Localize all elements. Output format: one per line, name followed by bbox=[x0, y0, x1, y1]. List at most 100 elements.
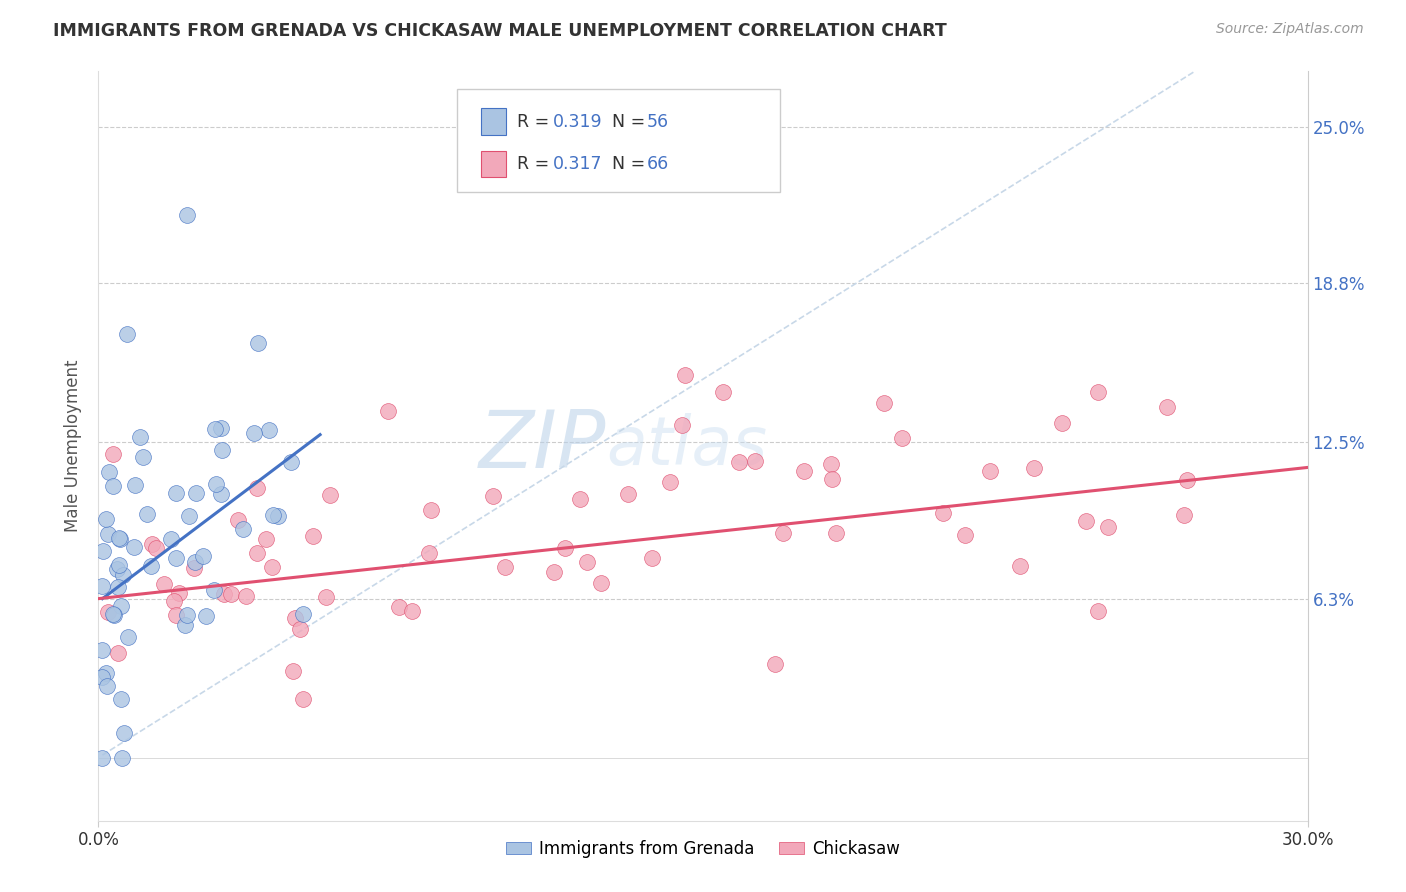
Point bbox=[824, 526, 846, 541]
Point bbox=[569, 491, 592, 506]
Text: N =: N = bbox=[612, 155, 651, 173]
Point bbox=[105, 562, 128, 576]
Point bbox=[388, 599, 411, 614]
Point bbox=[194, 609, 217, 624]
Point bbox=[214, 587, 236, 601]
Point bbox=[245, 481, 267, 495]
Point bbox=[122, 540, 145, 554]
Point bbox=[112, 725, 135, 739]
Point bbox=[267, 508, 290, 523]
Point bbox=[820, 457, 842, 471]
Point bbox=[132, 450, 155, 464]
Point bbox=[235, 589, 257, 603]
Point bbox=[202, 583, 225, 598]
Point bbox=[117, 630, 139, 644]
Point bbox=[711, 385, 734, 400]
Point bbox=[494, 559, 516, 574]
Point bbox=[103, 607, 125, 621]
Point bbox=[589, 575, 612, 590]
Point bbox=[254, 532, 277, 546]
Point bbox=[1074, 514, 1097, 528]
Point bbox=[91, 544, 114, 558]
Point bbox=[136, 507, 159, 521]
Point bbox=[1052, 417, 1074, 431]
Point bbox=[107, 646, 129, 660]
Point bbox=[98, 466, 121, 480]
Point bbox=[91, 579, 114, 593]
Point bbox=[616, 487, 638, 501]
Point bbox=[257, 424, 280, 438]
Point bbox=[103, 607, 125, 622]
Point bbox=[793, 464, 815, 478]
Point bbox=[94, 512, 117, 526]
Text: IMMIGRANTS FROM GRENADA VS CHICKASAW MALE UNEMPLOYMENT CORRELATION CHART: IMMIGRANTS FROM GRENADA VS CHICKASAW MAL… bbox=[53, 22, 948, 40]
Point bbox=[727, 455, 749, 469]
Legend: Immigrants from Grenada, Chickasaw: Immigrants from Grenada, Chickasaw bbox=[499, 833, 907, 864]
Point bbox=[283, 664, 305, 678]
Point bbox=[165, 551, 187, 566]
Point bbox=[262, 559, 284, 574]
Point bbox=[953, 528, 976, 542]
Point bbox=[377, 404, 399, 418]
Point bbox=[111, 750, 134, 764]
Point bbox=[763, 657, 786, 672]
Point bbox=[97, 605, 120, 619]
Point bbox=[128, 430, 150, 444]
Point bbox=[1173, 508, 1195, 522]
Text: 0.319: 0.319 bbox=[553, 112, 602, 131]
Point bbox=[176, 608, 198, 623]
Point bbox=[108, 533, 131, 547]
Point bbox=[101, 479, 124, 493]
Point bbox=[96, 665, 118, 680]
Point bbox=[1097, 519, 1119, 533]
Point bbox=[165, 607, 187, 622]
Point bbox=[292, 691, 315, 706]
Point bbox=[112, 567, 135, 582]
Point bbox=[139, 559, 162, 574]
Point bbox=[744, 454, 766, 468]
Point bbox=[280, 455, 302, 469]
Point bbox=[96, 679, 118, 693]
Point bbox=[141, 536, 163, 550]
Point bbox=[288, 622, 311, 636]
Point bbox=[246, 546, 269, 560]
Point bbox=[226, 513, 249, 527]
Point bbox=[97, 527, 120, 541]
Point bbox=[671, 417, 693, 432]
Point bbox=[482, 489, 505, 503]
Point bbox=[107, 558, 129, 573]
Point bbox=[932, 506, 955, 520]
Point bbox=[554, 541, 576, 556]
Text: N =: N = bbox=[612, 112, 651, 131]
Point bbox=[165, 485, 187, 500]
Point bbox=[262, 508, 284, 522]
Point bbox=[184, 555, 207, 569]
Point bbox=[209, 421, 232, 435]
Point bbox=[204, 422, 226, 436]
Point bbox=[641, 550, 664, 565]
Point bbox=[673, 368, 696, 382]
Point bbox=[176, 208, 198, 222]
Text: 56: 56 bbox=[647, 112, 669, 131]
Point bbox=[205, 476, 228, 491]
Text: 66: 66 bbox=[647, 155, 669, 173]
Point bbox=[401, 604, 423, 618]
Point bbox=[163, 594, 186, 608]
Point bbox=[979, 464, 1001, 478]
Point bbox=[658, 475, 681, 489]
Point bbox=[873, 396, 896, 410]
Point bbox=[110, 692, 132, 706]
Point bbox=[191, 549, 214, 564]
Point bbox=[543, 565, 565, 579]
Text: R =: R = bbox=[517, 112, 555, 131]
Point bbox=[91, 750, 114, 764]
Point bbox=[160, 533, 183, 547]
Text: ZIP: ZIP bbox=[479, 407, 606, 485]
Point bbox=[301, 529, 323, 543]
Point bbox=[108, 532, 131, 546]
Point bbox=[173, 618, 195, 632]
Point bbox=[821, 472, 844, 486]
Point bbox=[211, 442, 233, 457]
Point bbox=[124, 477, 146, 491]
Point bbox=[1087, 384, 1109, 399]
